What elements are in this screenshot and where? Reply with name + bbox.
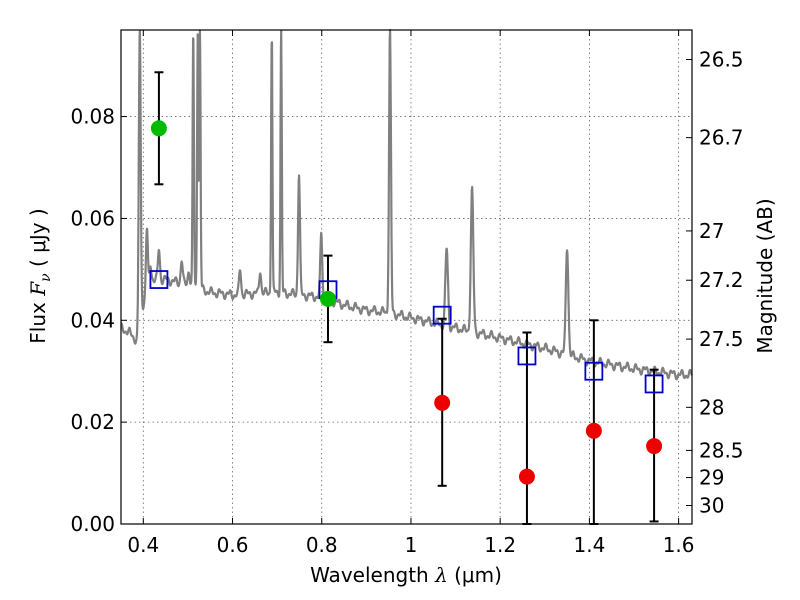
x-tick-label: 1.6 (663, 533, 695, 557)
model-photometry-marker (149, 270, 169, 289)
x-ticks: 0.4 0.6 0.8 1 1.2 1.4 1.6 (127, 30, 695, 557)
y-ticks-right: 26.5 26.7 27 27.2 27.5 28 28.5 29 30 (686, 48, 744, 518)
y-tick-label: 0.02 (70, 410, 115, 434)
model-photometry-marker (584, 361, 604, 381)
y-tick-label: 0.04 (70, 308, 115, 332)
y-tick-label: 0.00 (70, 512, 115, 536)
model-spectrum (120, 28, 693, 381)
x-axis-label-symbol: λ (434, 563, 448, 587)
y-axis-label-sub: ν (38, 273, 54, 282)
x-tick-label: 0.6 (217, 533, 249, 557)
y-right-tick-label: 26.7 (699, 126, 744, 150)
x-tick-label: 1.4 (573, 533, 605, 557)
error-bars (154, 71, 659, 525)
model-photometry-marker (432, 305, 452, 325)
y-tick-label: 0.08 (70, 105, 115, 129)
y-right-tick-label: 27.5 (699, 327, 744, 351)
y-right-tick-label: 27 (699, 219, 724, 243)
y-axis-label-units: ( μJy ) (26, 208, 50, 273)
x-axis-label-units: (μm) (448, 563, 502, 587)
y-right-tick-label: 26.5 (699, 48, 744, 72)
x-axis-label: Wavelength λ (μm) (310, 563, 502, 587)
y-axis-label-right: Magnitude (AB) (753, 198, 777, 353)
observed-flux-marker (319, 290, 336, 307)
observed-flux-marker (150, 120, 167, 137)
x-tick-label: 1.2 (484, 533, 516, 557)
x-tick-label: 0.4 (127, 533, 159, 557)
y-tick-label: 0.06 (70, 206, 115, 230)
y-axis-label: Flux Fν ( μJy ) (26, 208, 54, 343)
y-right-tick-label: 30 (699, 494, 724, 518)
observed-flux-marker (518, 468, 535, 485)
y-ticks: 0.00 0.02 0.04 0.06 0.08 (70, 105, 127, 536)
grid-lines (121, 30, 692, 525)
y-axis-label-prefix: Flux (26, 296, 50, 344)
x-tick-label: 1 (405, 533, 418, 557)
x-tick-label: 0.8 (306, 533, 338, 557)
y-right-tick-label: 29 (699, 466, 724, 490)
plot-frame (120, 29, 693, 525)
observed-flux-marker (434, 394, 451, 411)
y-right-tick-label: 28.5 (699, 438, 744, 462)
x-axis-label-prefix: Wavelength (310, 563, 435, 587)
y-axis-label-symbol: F (26, 281, 50, 297)
model-photometry-marker (644, 374, 664, 394)
y-right-tick-label: 27.2 (699, 268, 744, 292)
model-spectrum-line (120, 28, 693, 381)
data-markers (149, 120, 664, 485)
y-right-tick-label: 28 (699, 395, 724, 419)
observed-flux-marker (646, 438, 663, 455)
model-photometry-marker (517, 346, 537, 366)
observed-flux-marker (585, 422, 602, 439)
